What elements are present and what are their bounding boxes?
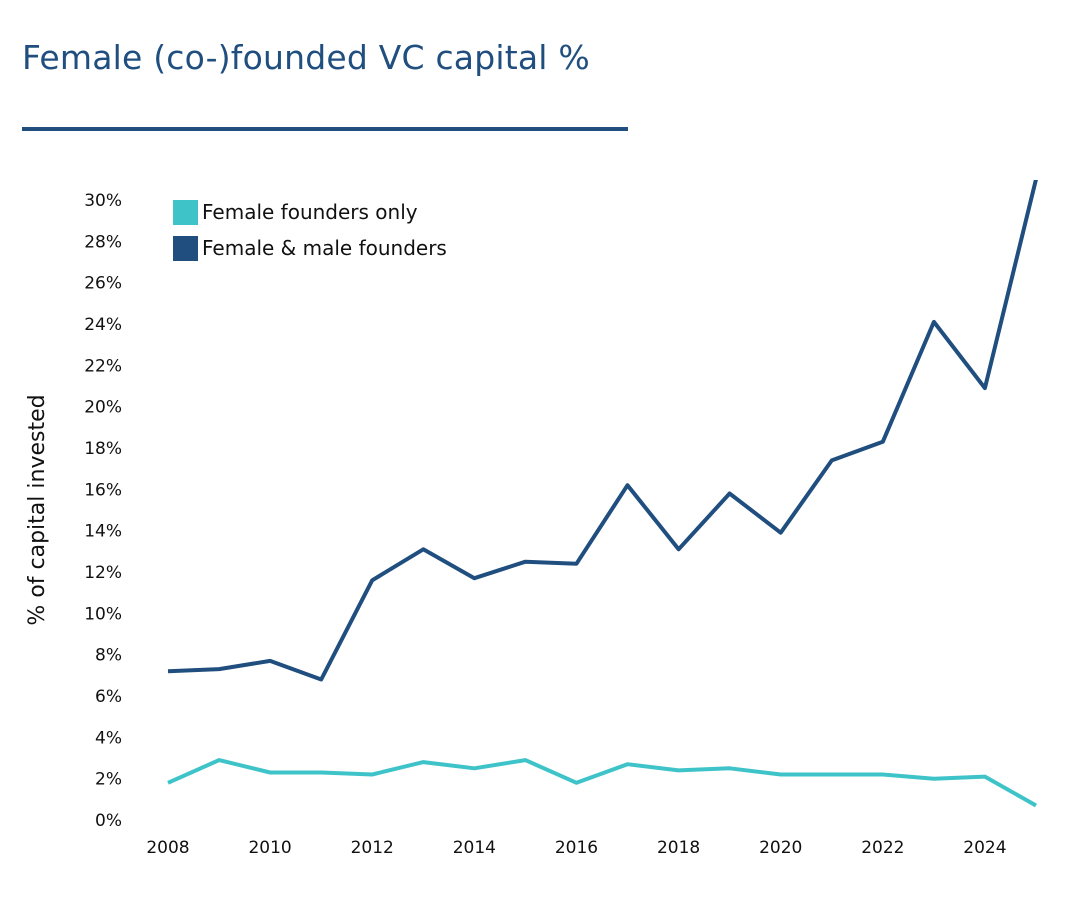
x-tick-label: 2022: [861, 838, 904, 858]
chart-title: Female (co-)founded VC capital %: [22, 38, 590, 77]
y-tick-label: 22%: [84, 356, 122, 376]
x-tick-label: 2012: [351, 838, 394, 858]
x-tick-label: 2014: [453, 838, 496, 858]
y-tick-label: 8%: [95, 646, 122, 666]
y-tick-label: 4%: [95, 728, 122, 748]
x-tick-label: 2010: [248, 838, 291, 858]
x-tick-label: 2018: [657, 838, 700, 858]
y-tick-label: 12%: [84, 563, 122, 583]
y-axis-ticks: 0% 2% 4% 6% 8% 10% 12% 14% 16% 18% 20% 22% 24% 26% 28%…: [84, 191, 122, 831]
x-tick-label: 2008: [146, 838, 189, 858]
y-tick-label: 14%: [84, 522, 122, 542]
legend: Female founders only Female & male founde…: [173, 200, 447, 261]
y-tick-label: 24%: [84, 315, 122, 335]
legend-swatch-female-founders-only: [173, 200, 198, 225]
x-tick-label: 2016: [555, 838, 598, 858]
y-tick-label: 28%: [84, 232, 122, 252]
series-line-female-male-founders: [167, 180, 1038, 682]
y-tick-label: 0%: [95, 811, 122, 831]
y-tick-label: 30%: [84, 191, 122, 211]
y-tick-label: 2%: [95, 770, 122, 790]
y-tick-label: 6%: [95, 687, 122, 707]
x-axis-ticks: 2008 2010 2012 2014 2016 2018 2020 2022 2024: [146, 838, 1006, 858]
series-line-female-founders-only: [167, 758, 1037, 808]
x-tick-label: 2020: [759, 838, 802, 858]
y-tick-label: 16%: [84, 480, 122, 500]
y-tick-label: 10%: [84, 604, 122, 624]
y-tick-label: 20%: [84, 398, 122, 418]
legend-label-female-male-founders: Female & male founders: [202, 236, 447, 260]
x-tick-label: 2024: [963, 838, 1006, 858]
y-tick-label: 26%: [84, 274, 122, 294]
legend-swatch-female-male-founders: [173, 236, 198, 261]
y-tick-label: 18%: [84, 439, 122, 459]
legend-label-female-founders-only: Female founders only: [202, 200, 418, 224]
title-divider: [22, 127, 628, 131]
series-lines: [167, 180, 1038, 808]
y-axis-title: % of capital invested: [25, 394, 50, 625]
